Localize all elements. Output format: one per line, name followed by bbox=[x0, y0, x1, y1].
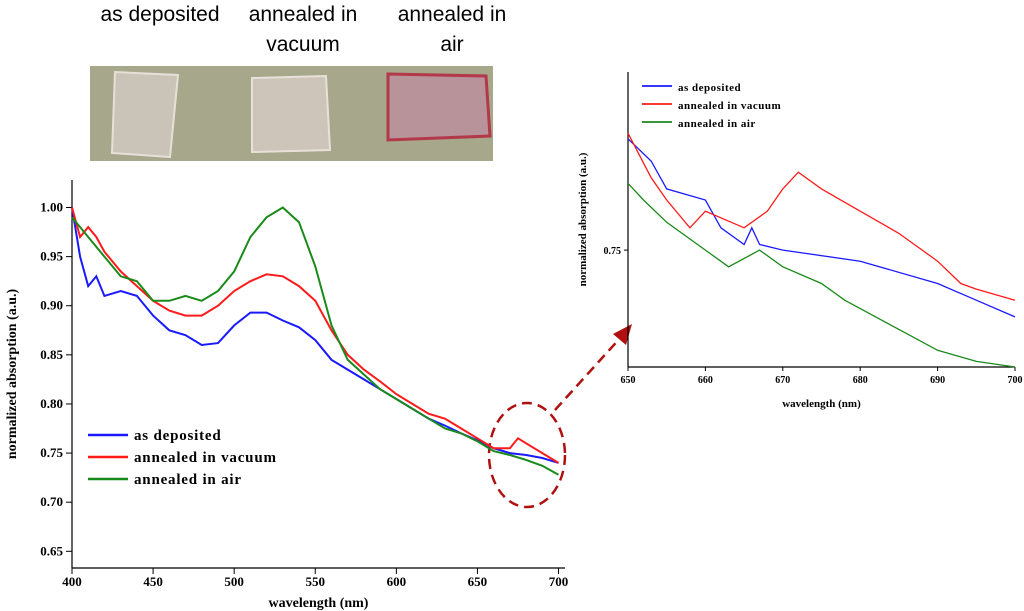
highlight-circle bbox=[487, 401, 567, 509]
photo-label: annealed in vacuum bbox=[248, 3, 358, 56]
x-tick-label: 500 bbox=[224, 574, 244, 589]
y-tick-label: 0.75 bbox=[604, 246, 622, 257]
photo-label: as deposited bbox=[100, 3, 220, 26]
x-tick-label: 660 bbox=[698, 375, 713, 386]
series-line bbox=[627, 182, 1016, 368]
x-tick-label: 650 bbox=[621, 375, 636, 386]
x-tick-label: 400 bbox=[62, 574, 82, 589]
zoom-arrow bbox=[554, 335, 623, 411]
y-tick-label: 0.95 bbox=[40, 249, 63, 264]
series-line bbox=[71, 207, 560, 464]
series-line bbox=[71, 207, 559, 464]
x-tick-label: 700 bbox=[1008, 375, 1023, 386]
arrow-head bbox=[613, 324, 632, 345]
legend-label: as deposited bbox=[678, 82, 741, 94]
x-axis-label: wavelength (nm) bbox=[269, 596, 369, 611]
y-tick-label: 0.85 bbox=[40, 347, 63, 362]
y-tick-label: 0.75 bbox=[40, 445, 63, 460]
x-tick-label: 550 bbox=[306, 574, 326, 589]
series-line bbox=[627, 132, 1016, 301]
x-tick-label: 700 bbox=[549, 574, 569, 589]
x-tick-label: 680 bbox=[853, 375, 868, 386]
x-tick-label: 600 bbox=[387, 574, 407, 589]
x-tick-label: 650 bbox=[468, 574, 488, 589]
legend-label: annealed in air bbox=[678, 118, 756, 130]
y-axis-label: normalized absorption (a.u.) bbox=[577, 152, 589, 286]
y-tick-label: 0.90 bbox=[40, 298, 63, 313]
x-tick-label: 450 bbox=[143, 574, 163, 589]
legend-label: annealed in vacuum bbox=[678, 100, 781, 112]
x-tick-label: 670 bbox=[775, 375, 790, 386]
series-line bbox=[627, 138, 1016, 318]
x-axis-label: wavelength (nm) bbox=[782, 398, 861, 410]
photo bbox=[90, 66, 493, 161]
legend-label: as deposited bbox=[134, 428, 222, 444]
legend-label: annealed in vacuum bbox=[134, 450, 277, 466]
x-tick-label: 690 bbox=[930, 375, 945, 386]
y-tick-label: 1.00 bbox=[40, 200, 63, 215]
y-tick-label: 0.65 bbox=[40, 543, 63, 558]
y-axis-label: normalized absorption (a.u.) bbox=[5, 288, 20, 459]
series-line bbox=[71, 206, 559, 476]
legend-label: annealed in air bbox=[134, 472, 242, 488]
y-tick-label: 0.70 bbox=[40, 494, 63, 509]
y-tick-label: 0.80 bbox=[40, 396, 63, 411]
photo-label: annealed in air bbox=[397, 3, 507, 56]
